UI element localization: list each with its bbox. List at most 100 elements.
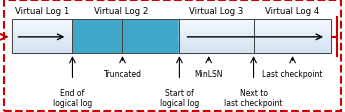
Bar (12, 51, 72, 52)
Bar (12, 20, 72, 54)
Bar (179, 20, 254, 21)
Bar (12, 20, 72, 21)
Bar (254, 26, 331, 27)
Bar (179, 44, 254, 45)
Bar (254, 27, 331, 28)
Bar (12, 47, 72, 48)
Bar (254, 40, 331, 41)
Bar (179, 35, 254, 36)
Text: Next to
last checkpoint: Next to last checkpoint (224, 88, 283, 108)
Bar (12, 34, 72, 35)
Bar (179, 51, 254, 52)
Bar (254, 25, 331, 26)
Bar (179, 34, 254, 35)
Bar (179, 23, 254, 24)
Bar (12, 52, 72, 53)
Bar (254, 48, 331, 49)
Bar (12, 28, 72, 29)
Bar (179, 22, 254, 23)
Bar (12, 49, 72, 50)
Bar (12, 30, 72, 31)
Bar (254, 53, 331, 54)
Bar (254, 38, 331, 39)
Bar (254, 51, 331, 52)
Bar (179, 29, 254, 30)
Bar (179, 52, 254, 53)
Bar (179, 31, 254, 32)
Bar (254, 44, 331, 45)
Bar (254, 24, 331, 25)
Bar (12, 31, 72, 32)
Bar (179, 51, 254, 52)
Bar (179, 28, 254, 29)
Bar (179, 43, 254, 44)
Bar (254, 48, 331, 49)
Bar (12, 29, 72, 30)
Bar (254, 39, 331, 40)
Bar (179, 42, 254, 43)
Bar (254, 51, 331, 52)
Bar (179, 29, 254, 30)
Bar (12, 43, 72, 44)
Bar (12, 51, 72, 52)
Bar (179, 38, 254, 39)
Bar (179, 50, 254, 51)
Bar (254, 20, 331, 21)
Bar (254, 22, 331, 23)
Bar (179, 49, 254, 50)
Bar (254, 46, 331, 47)
Bar (179, 45, 254, 46)
Text: Virtual Log 2: Virtual Log 2 (94, 7, 149, 16)
Bar (254, 20, 331, 54)
Bar (12, 23, 72, 24)
Bar (12, 21, 72, 22)
Bar (254, 47, 331, 48)
Bar (179, 24, 254, 25)
Bar (254, 30, 331, 31)
Bar (12, 38, 72, 39)
Bar (179, 24, 254, 25)
Bar (179, 33, 254, 34)
Bar (254, 23, 331, 24)
Bar (179, 47, 254, 48)
Bar (179, 21, 254, 22)
Bar (254, 33, 331, 34)
Bar (254, 24, 331, 25)
Bar (179, 42, 254, 43)
Bar (254, 34, 331, 35)
Bar (254, 31, 331, 32)
Bar (254, 42, 331, 43)
Bar (254, 23, 331, 24)
Bar (179, 26, 254, 27)
Bar (254, 37, 331, 38)
Bar (179, 40, 254, 41)
Bar (254, 33, 331, 34)
Text: Truncated: Truncated (104, 69, 141, 78)
Bar (254, 29, 331, 30)
Bar (179, 47, 254, 48)
Bar (12, 35, 72, 36)
Bar (12, 53, 72, 54)
Bar (179, 30, 254, 31)
Bar (179, 48, 254, 49)
Bar (179, 38, 254, 39)
Bar (254, 52, 331, 53)
Bar (254, 34, 331, 35)
Bar (179, 20, 254, 54)
Text: Start of
logical log: Start of logical log (160, 88, 199, 108)
Bar (12, 36, 72, 37)
Bar (12, 32, 72, 33)
Bar (179, 53, 254, 54)
Bar (254, 49, 331, 50)
Bar (12, 45, 72, 46)
Bar (12, 26, 72, 27)
Bar (12, 24, 72, 25)
Bar (12, 22, 72, 23)
Bar (254, 32, 331, 33)
Bar (12, 43, 72, 44)
Text: MinLSN: MinLSN (195, 69, 223, 78)
Bar (254, 28, 331, 29)
Bar (254, 41, 331, 42)
Bar (12, 33, 72, 34)
Bar (254, 43, 331, 44)
